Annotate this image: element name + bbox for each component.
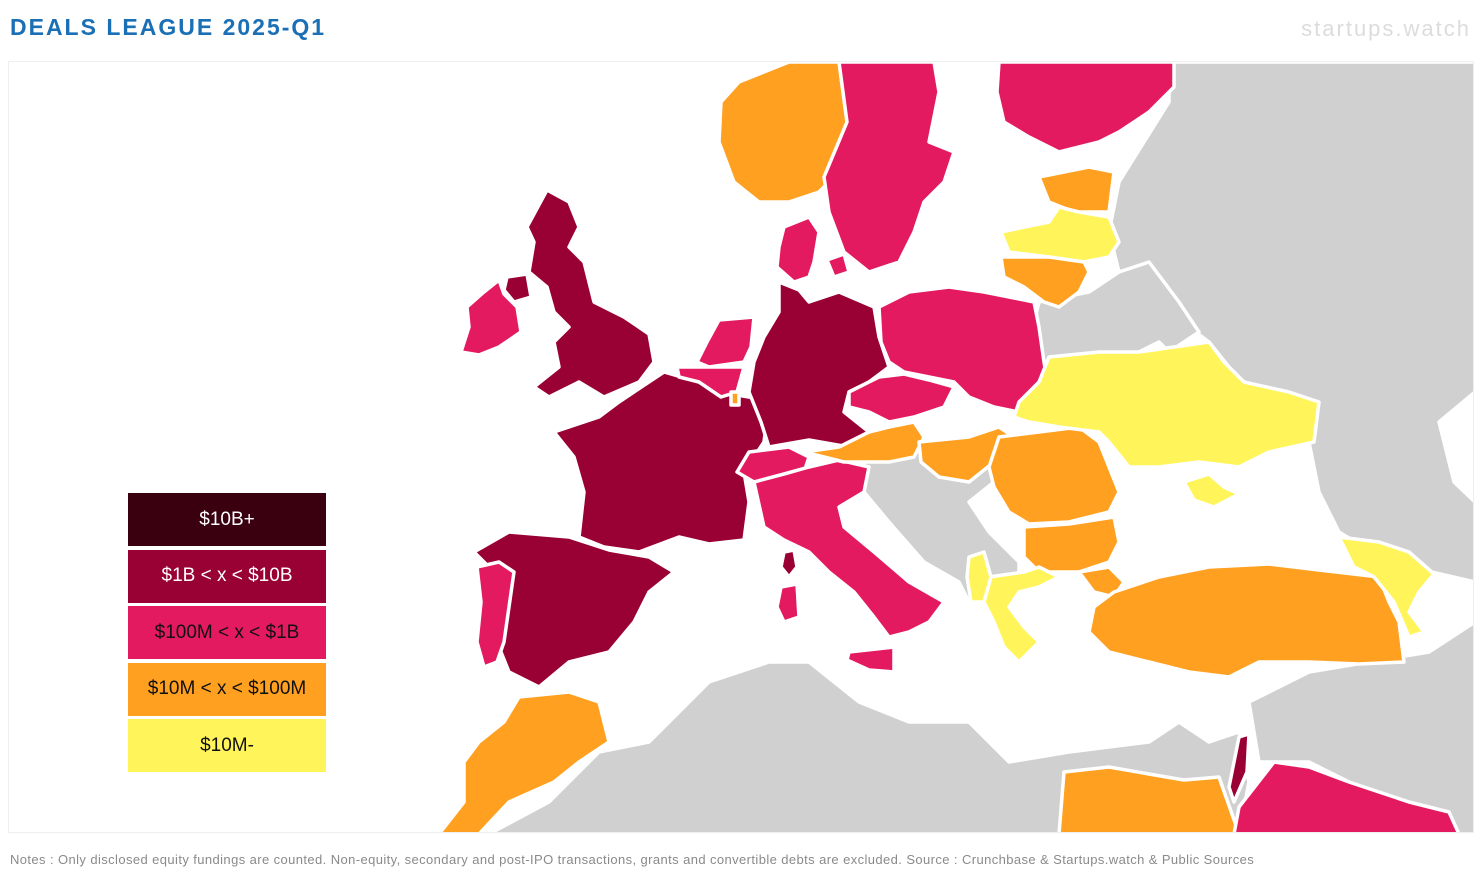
region-morocco [438,690,611,832]
region-ireland [459,278,523,357]
region-lithuania [999,255,1091,309]
region-latvia [999,205,1121,264]
region-estonia [1037,165,1116,214]
legend-item: $1B < x < $10B [128,549,326,603]
region-turkey [1087,562,1406,679]
region-denmark-islands [825,252,851,279]
legend-item: $100M < x < $1B [128,606,326,659]
region-sardinia [775,582,801,624]
region-saudi-arabia [1232,760,1461,832]
region-germany [747,280,891,449]
map-frame: $10B+ $1B < x < $10B $100M < x < $1B $10M <… [8,61,1474,833]
page-title: DEALS LEAGUE 2025-Q1 [10,14,327,40]
region-sweden [822,62,956,274]
region-albania [965,550,993,604]
region-crimea [1182,472,1241,509]
no-data-land [489,62,1473,832]
region-norway [717,62,849,204]
region-belgium [675,365,746,399]
region-united-kingdom [525,188,656,399]
north-africa-region [489,660,1251,832]
region-israel [1227,732,1251,804]
legend: $10B+ $1B < x < $10B $100M < x < $1B $10M <… [128,493,326,776]
region-netherlands [695,315,756,369]
region-northern-ireland [502,272,533,304]
region-austria [802,420,926,464]
region-bulgaria [1022,515,1121,574]
legend-item: $10M- [128,719,326,772]
countries [438,62,1461,832]
region-luxembourg [729,390,741,407]
brand-watermark: startups.watch [1301,16,1471,41]
region-denmark [775,215,821,284]
region-sicily [845,645,896,674]
region-portugal [475,560,516,669]
region-corsica [779,548,799,579]
legend-item: $10M < x < $100M [128,662,326,716]
legend-item: $10B+ [128,493,326,546]
region-egypt [1057,765,1241,832]
region-romania [987,425,1121,526]
region-czechia [847,372,956,424]
region-ukraine [1012,340,1321,469]
region-georgia [1337,535,1436,639]
footer-notes: Notes : Only disclosed equity fundings a… [10,852,1255,867]
europe-map [438,62,1473,832]
region-finland [995,62,1176,154]
region-greece [982,565,1061,664]
